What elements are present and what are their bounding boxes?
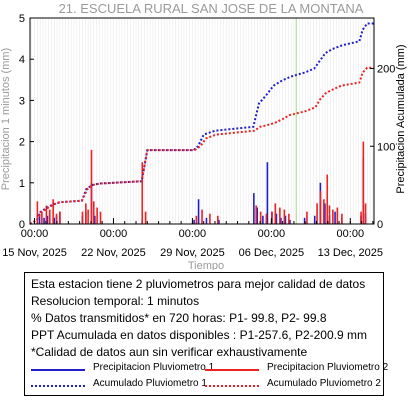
right-tick-label: 0 <box>377 219 383 231</box>
right-tick-label: 200 <box>377 64 395 76</box>
left-tick-label: 5 <box>19 13 25 25</box>
x-tick-time-label: 00:00 <box>258 228 286 240</box>
info-line-quality: *Calidad de datos aun sin verificar exha… <box>31 345 308 359</box>
right-axis-label: Precipitacion Acumulada (mm) <box>395 44 407 193</box>
left-tick-label: 0 <box>19 219 25 231</box>
legend-label-precip-2: Precipitacion Pluviometro 2 <box>267 362 389 373</box>
x-axis-label: Tiempo <box>188 260 224 270</box>
info-line-resolution: Resolucion temporal: 1 minutos <box>31 294 200 308</box>
x-tick-time-label: 00:00 <box>100 228 128 240</box>
left-tick-label: 4 <box>19 54 25 66</box>
legend-swatch-precip-2 <box>205 369 259 371</box>
legend-label-precip-1: Precipitacion Pluviometro 1 <box>93 362 215 373</box>
legend-label-accum-2: Acumulado Pluviometro 2 <box>267 378 381 389</box>
x-tick-date-label: 13 Dec, 2025 <box>318 247 383 259</box>
left-tick-label: 3 <box>19 95 25 107</box>
x-tick-time-label: 00:00 <box>179 228 207 240</box>
left-tick-label: 1 <box>19 178 25 190</box>
info-line-stations: Esta estacion tiene 2 pluviometros para … <box>31 277 366 291</box>
legend-panel: Esta estacion tiene 2 pluviometros para … <box>24 272 388 396</box>
legend-swatch-accum-2 <box>205 385 259 387</box>
x-tick-date-label: 15 Nov, 2025 <box>2 247 67 259</box>
plot-frame <box>29 17 375 225</box>
x-tick-time-label: 00:00 <box>337 228 365 240</box>
precipitation-chart: 21. ESCUELA RURAL SAN JOSE DE LA MONTANA… <box>0 1 407 270</box>
legend-swatch-accum-1 <box>31 385 85 387</box>
left-tick-label: 2 <box>19 137 25 149</box>
accumulated-line-1 <box>29 22 374 225</box>
x-tick-time-label: 00:00 <box>21 228 49 240</box>
left-axis-label: Precipitacion 1 minutos (mm) <box>0 48 12 190</box>
x-tick-date-label: 29 Nov, 2025 <box>160 247 225 259</box>
accumulated-line-2 <box>29 66 374 225</box>
x-tick-date-label: 22 Nov, 2025 <box>81 247 146 259</box>
right-tick-label: 100 <box>377 141 395 153</box>
x-tick-date-label: 06 Dec, 2025 <box>239 247 304 259</box>
chart-title: 21. ESCUELA RURAL SAN JOSE DE LA MONTANA <box>59 1 364 16</box>
info-line-accumulated: PPT Acumulada en datos disponibles : P1-… <box>31 328 367 342</box>
legend-swatch-precip-1 <box>31 369 85 371</box>
legend-label-accum-1: Acumulado Pluviometro 1 <box>93 378 207 389</box>
info-line-transmitted: % Datos transmitidos* en 720 horas: P1- … <box>31 311 327 325</box>
